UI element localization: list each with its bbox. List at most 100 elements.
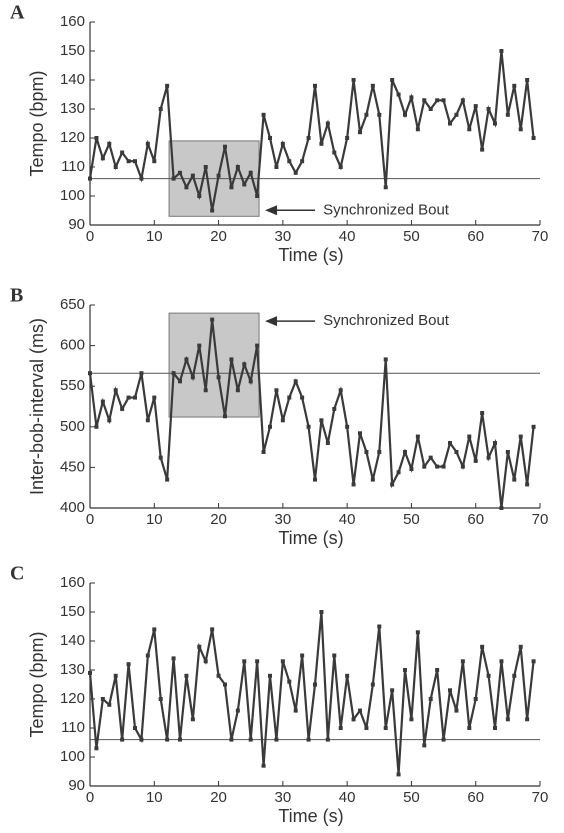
data-point — [319, 610, 324, 614]
data-point — [120, 406, 125, 411]
data-point — [94, 136, 99, 140]
data-point — [197, 644, 202, 649]
data-point — [133, 726, 137, 730]
data-point — [448, 441, 452, 446]
annotation-arrowhead — [265, 316, 278, 327]
data-point — [403, 449, 407, 454]
y-tick-label: 500 — [60, 418, 85, 435]
data-point — [460, 659, 465, 664]
data-point — [184, 185, 189, 190]
x-tick-label: 70 — [532, 789, 549, 806]
y-tick-label: 120 — [60, 690, 85, 707]
data-point — [325, 121, 330, 126]
data-point — [152, 159, 157, 164]
data-point — [422, 743, 427, 748]
data-point — [448, 121, 452, 126]
data-point — [325, 737, 330, 742]
data-point — [88, 670, 92, 675]
data-point — [165, 83, 170, 88]
data-point — [94, 746, 99, 751]
data-point — [345, 136, 350, 140]
data-point — [512, 477, 517, 482]
data-point — [268, 424, 272, 429]
data-point — [370, 477, 375, 482]
series-line — [88, 319, 535, 509]
data-point — [242, 182, 247, 187]
data-point — [107, 141, 112, 146]
data-point — [499, 659, 504, 664]
data-point — [473, 697, 478, 701]
data-point — [126, 395, 131, 400]
data-point — [293, 708, 298, 713]
y-tick-label: 130 — [60, 100, 85, 117]
y-tick-label: 450 — [60, 458, 85, 475]
data-point — [274, 737, 279, 742]
data-point — [313, 83, 317, 88]
data-point — [486, 455, 491, 460]
x-tick-label: 10 — [146, 228, 163, 245]
data-point — [107, 418, 112, 423]
data-point — [280, 141, 285, 146]
data-point — [364, 726, 369, 730]
data-point — [435, 98, 440, 103]
data-point — [313, 477, 317, 482]
data-point — [139, 176, 144, 181]
data-point — [531, 659, 536, 664]
y-tick-label: 90 — [68, 216, 85, 233]
data-point — [370, 83, 375, 88]
x-tick-label: 10 — [146, 511, 163, 528]
data-point — [203, 659, 208, 664]
y-tick-label: 100 — [60, 187, 85, 204]
data-point — [178, 379, 182, 384]
data-point — [351, 78, 356, 82]
data-point — [229, 185, 234, 190]
data-point — [396, 772, 401, 777]
data-point — [454, 449, 459, 454]
data-point — [467, 726, 472, 730]
data-point — [428, 455, 433, 460]
data-point — [493, 726, 497, 730]
data-point — [190, 173, 195, 178]
series-line — [88, 611, 535, 775]
data-point — [178, 170, 182, 175]
data-point — [493, 121, 497, 126]
data-point — [486, 107, 491, 111]
data-point — [235, 388, 240, 393]
x-tick-label: 70 — [532, 511, 549, 528]
data-point — [120, 737, 125, 742]
data-point — [248, 170, 253, 175]
data-point — [223, 682, 227, 687]
data-point — [107, 702, 112, 707]
data-point — [358, 130, 362, 135]
data-point — [248, 379, 253, 384]
data-point — [435, 668, 440, 672]
x-tick-label: 40 — [339, 789, 356, 806]
data-point — [300, 159, 305, 164]
data-point — [518, 644, 523, 649]
data-point — [377, 624, 382, 629]
data-point — [351, 482, 356, 487]
data-point — [364, 449, 369, 454]
data-point — [441, 464, 446, 469]
data-point — [531, 424, 536, 429]
data-point — [473, 458, 478, 463]
x-tick-label: 10 — [146, 789, 163, 806]
x-tick-label: 60 — [467, 228, 484, 245]
data-point — [512, 83, 517, 88]
data-point — [415, 127, 420, 132]
data-point — [293, 379, 298, 384]
data-point — [268, 673, 272, 678]
data-point — [460, 98, 465, 103]
y-axis-label: Inter-bob-interval (ms) — [27, 318, 47, 495]
data-point — [505, 717, 510, 722]
data-point — [280, 659, 285, 664]
annotation: Synchronized Bout — [323, 312, 450, 329]
data-point — [113, 673, 118, 678]
data-point — [358, 708, 362, 713]
data-point — [338, 388, 343, 393]
data-point — [94, 424, 99, 429]
data-point — [441, 98, 446, 103]
data-point — [280, 418, 285, 423]
data-point — [145, 141, 150, 146]
panel-label: A — [10, 2, 25, 24]
